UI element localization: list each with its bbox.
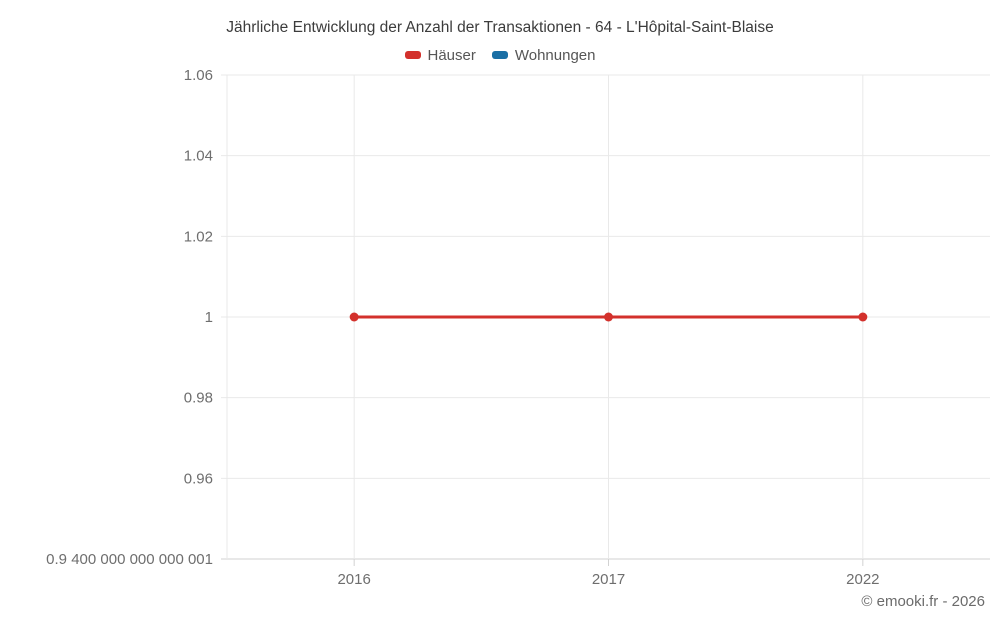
data-point-hauser-2022[interactable] bbox=[858, 312, 868, 322]
y-tick-label: 1.02 bbox=[184, 228, 213, 245]
x-tick-label-2017: 2017 bbox=[592, 571, 625, 588]
y-tick-label: 1.06 bbox=[184, 67, 213, 84]
legend: Häuser Wohnungen bbox=[0, 44, 1000, 66]
legend-item-hauser[interactable]: Häuser bbox=[404, 46, 476, 64]
copyright-footer: © emooki.fr - 2026 bbox=[861, 593, 985, 610]
y-tick-label: 1.04 bbox=[184, 148, 213, 165]
data-point-hauser-2016[interactable] bbox=[349, 312, 359, 322]
y-tick-label: 0.98 bbox=[184, 390, 213, 407]
legend-swatch-hauser-icon bbox=[404, 51, 421, 59]
y-tick-label: 1 bbox=[205, 309, 213, 326]
data-point-hauser-2017[interactable] bbox=[604, 312, 613, 322]
legend-label-hauser: Häuser bbox=[427, 46, 476, 64]
legend-label-wohnungen: Wohnungen bbox=[514, 46, 596, 64]
x-tick-label-2016: 2016 bbox=[337, 571, 370, 588]
y-tick-label: 0.96 bbox=[184, 470, 213, 487]
chart-title: Jährliche Entwicklung der Anzahl der Tra… bbox=[226, 19, 774, 36]
legend-item-wohnungen[interactable]: Wohnungen bbox=[491, 46, 596, 64]
y-tick-label: 0.9 400 000 000 000 001 bbox=[46, 551, 213, 568]
x-tick-label-2022: 2022 bbox=[846, 571, 879, 588]
legend-swatch-wohnungen-icon bbox=[491, 51, 508, 59]
